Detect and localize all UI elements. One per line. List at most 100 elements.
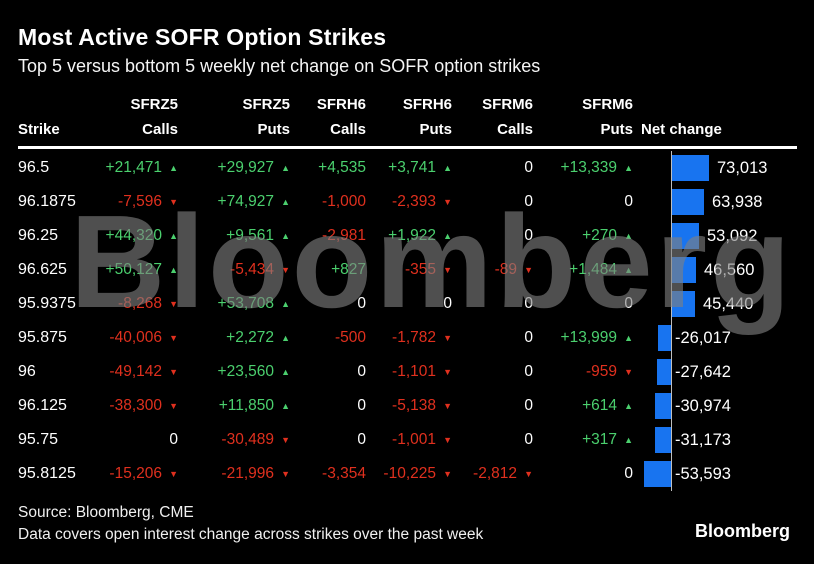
bloomberg-logo: Bloomberg xyxy=(694,521,790,541)
column-header: Calls xyxy=(497,121,533,138)
arrow-down-icon: ▼ xyxy=(443,468,452,479)
value-cell: +50,127 ▲ xyxy=(95,261,178,279)
value-text: -30,489 xyxy=(221,431,274,448)
value-text: +270 xyxy=(582,227,617,244)
value-cell: 0 xyxy=(452,159,533,177)
value-cell: 0 xyxy=(452,329,533,347)
value-cell: +4,535 xyxy=(290,159,366,177)
arrow-down-icon: ▼ xyxy=(281,264,290,275)
value-text: 0 xyxy=(169,431,178,448)
source-line: Source: Bloomberg, CME xyxy=(18,504,194,521)
strike-cell: 95.8125 xyxy=(18,465,76,482)
value-cell: -2,812 ▼ xyxy=(452,465,533,483)
value-cell: 0 xyxy=(452,193,533,211)
value-text: +29,927 xyxy=(217,159,274,176)
value-text: -1,782 xyxy=(392,329,436,346)
value-cell: -8,268 ▼ xyxy=(95,295,178,313)
value-cell: +11,850 ▲ xyxy=(178,397,290,415)
value-cell: +21,471 ▲ xyxy=(95,159,178,177)
value-text: -5,434 xyxy=(230,261,274,278)
table-row: 96.125 -38,300 ▼ +11,850 ▲ 0 -5,138 ▼ 0 +614 ▲ -30,… xyxy=(0,389,814,423)
net-change-bar xyxy=(655,393,671,419)
arrow-down-icon: ▼ xyxy=(169,468,178,479)
table-row: 95.875 -40,006 ▼ +2,272 ▲ -500 -1,782 ▼ 0 +13,999… xyxy=(0,321,814,355)
value-text: 0 xyxy=(357,295,366,312)
value-cell: +614 ▲ xyxy=(533,397,633,415)
net-change-cell: 46,560 xyxy=(633,253,796,287)
value-cell: 0 xyxy=(452,295,533,313)
strike-cell: 96.1875 xyxy=(18,193,76,210)
value-cell: -2,981 xyxy=(290,227,366,245)
arrow-down-icon: ▼ xyxy=(281,434,290,445)
arrow-down-icon: ▼ xyxy=(443,332,452,343)
value-cell: 0 xyxy=(533,465,633,483)
value-text: -21,996 xyxy=(221,465,274,482)
value-cell: -7,596 ▼ xyxy=(95,193,178,211)
value-cell: 0 xyxy=(452,363,533,381)
value-text: -1,000 xyxy=(322,193,366,210)
value-cell: +53,708 ▲ xyxy=(178,295,290,313)
arrow-down-icon: ▼ xyxy=(524,264,533,275)
value-text: +827 xyxy=(331,261,366,278)
arrow-up-icon: ▲ xyxy=(169,230,178,241)
arrow-down-icon: ▼ xyxy=(169,400,178,411)
value-cell: -5,138 ▼ xyxy=(366,397,452,415)
value-cell: 0 xyxy=(290,431,366,449)
value-text: -89 xyxy=(494,261,517,278)
value-cell: +74,927 ▲ xyxy=(178,193,290,211)
net-change-cell: 45,440 xyxy=(633,287,796,321)
net-change-cell: -26,017 xyxy=(633,321,796,355)
value-cell: 0 xyxy=(95,431,178,449)
contract-header: SFRM6 xyxy=(482,96,533,113)
column-header: Net change xyxy=(641,121,722,138)
arrow-down-icon: ▼ xyxy=(443,434,452,445)
contract-header: SFRH6 xyxy=(402,96,452,113)
net-change-value: -31,173 xyxy=(675,431,731,449)
value-text: +53,708 xyxy=(217,295,274,312)
value-cell: +270 ▲ xyxy=(533,227,633,245)
net-change-bar xyxy=(658,325,671,351)
data-note-line: Data covers open interest change across … xyxy=(18,526,484,543)
value-cell: 0 xyxy=(290,363,366,381)
table-row: 96.1875 -7,596 ▼ +74,927 ▲ -1,000 -2,393 ▼ 0 0 63,… xyxy=(0,185,814,219)
strike-cell: 95.9375 xyxy=(18,295,76,312)
table-row: 96.25 +44,320 ▲ +9,561 ▲ -2,981 +1,922 ▲ 0 +270 ▲ 5… xyxy=(0,219,814,253)
table-row: 95.9375 -8,268 ▼ +53,708 ▲ 0 0 0 0 45,440 xyxy=(0,287,814,321)
value-text: -959 xyxy=(585,363,617,380)
column-header: Puts xyxy=(600,121,633,138)
arrow-up-icon: ▲ xyxy=(281,400,290,411)
net-change-cell: 63,938 xyxy=(633,185,796,219)
net-change-cell: -53,593 xyxy=(633,457,796,491)
value-text: 0 xyxy=(624,295,633,312)
value-cell: -10,225 ▼ xyxy=(366,465,452,483)
arrow-down-icon: ▼ xyxy=(169,196,178,207)
value-cell: -38,300 ▼ xyxy=(95,397,178,415)
value-text: +3,741 xyxy=(388,159,436,176)
net-change-cell: 53,092 xyxy=(633,219,796,253)
value-text: 0 xyxy=(624,193,633,210)
value-cell: -89 ▼ xyxy=(452,261,533,279)
value-cell: +13,999 ▲ xyxy=(533,329,633,347)
page-title: Most Active SOFR Option Strikes xyxy=(18,24,387,50)
value-cell: -1,001 ▼ xyxy=(366,431,452,449)
contract-header: SFRH6 xyxy=(316,96,366,113)
value-cell: -1,000 xyxy=(290,193,366,211)
net-change-bar xyxy=(672,155,709,181)
strike-cell: 95.875 xyxy=(18,329,67,346)
arrow-down-icon: ▼ xyxy=(281,468,290,479)
net-change-value: -53,593 xyxy=(675,465,731,483)
header-labels-row: Strike Calls Puts Calls Puts Calls Puts Net cha… xyxy=(0,113,814,141)
value-cell: -1,101 ▼ xyxy=(366,363,452,381)
value-cell: -15,206 ▼ xyxy=(95,465,178,483)
value-cell: 0 xyxy=(290,295,366,313)
value-cell: +1,922 ▲ xyxy=(366,227,452,245)
value-text: 0 xyxy=(524,227,533,244)
value-cell: +44,320 ▲ xyxy=(95,227,178,245)
value-text: -38,300 xyxy=(109,397,162,414)
value-cell: -21,996 ▼ xyxy=(178,465,290,483)
value-text: -1,001 xyxy=(392,431,436,448)
value-text: +1,484 xyxy=(569,261,617,278)
value-cell: 0 xyxy=(452,397,533,415)
value-cell: -959 ▼ xyxy=(533,363,633,381)
